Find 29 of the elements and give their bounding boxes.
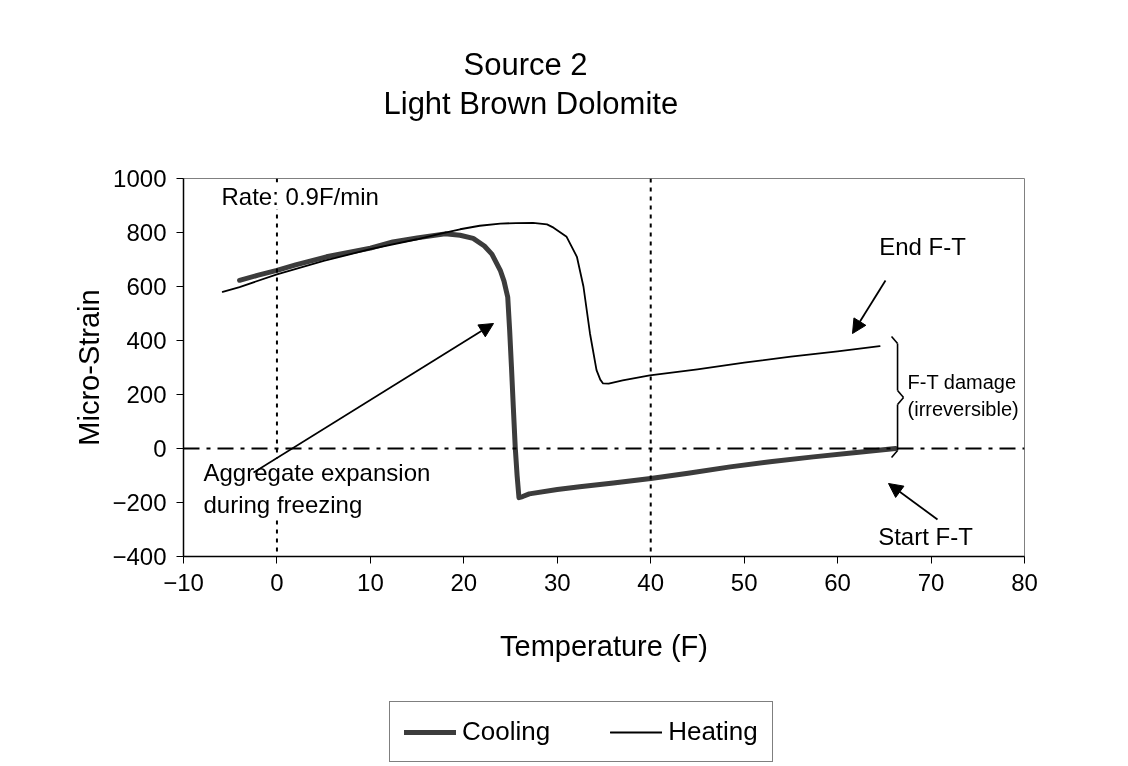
x-tick-label: 50 <box>730 568 758 596</box>
chart-title: Source 2 <box>463 46 588 82</box>
annotation: Aggregate expansion during freezing <box>203 458 431 518</box>
annotation: Start F-T <box>878 523 974 550</box>
x-tick-label: 80 <box>1011 568 1038 596</box>
y-tick-label: −200 <box>112 489 167 516</box>
annotation: End F-T <box>879 233 967 260</box>
annotation: Rate: 0.9F/min <box>221 182 379 210</box>
x-tick-label: −10 <box>163 568 204 596</box>
y-tick-label: 800 <box>126 219 167 246</box>
x-tick-label: 40 <box>637 568 665 596</box>
x-tick-label: 0 <box>270 568 284 596</box>
x-tick-label: 70 <box>917 568 945 596</box>
y-tick-label: −400 <box>112 543 167 570</box>
y-tick-label: 0 <box>153 435 167 462</box>
legend-label: Heating <box>668 716 758 747</box>
y-tick-label: 600 <box>126 273 167 300</box>
x-tick-label: 10 <box>357 568 384 596</box>
y-tick-label: 1000 <box>113 165 167 192</box>
x-tick-label: 20 <box>450 568 478 596</box>
y-tick-label: 200 <box>126 381 167 408</box>
annotation: F-T damage (irreversible) <box>907 371 1019 420</box>
x-tick-label: 30 <box>543 568 571 596</box>
x-tick-label: 60 <box>824 568 851 596</box>
x-axis-title: Temperature (F) <box>500 629 708 662</box>
chart-subtitle: Light Brown Dolomite <box>383 85 679 121</box>
legend-label: Cooling <box>462 716 551 747</box>
y-tick-label: 400 <box>126 327 167 354</box>
y-axis-title: Micro-Strain <box>73 289 106 446</box>
